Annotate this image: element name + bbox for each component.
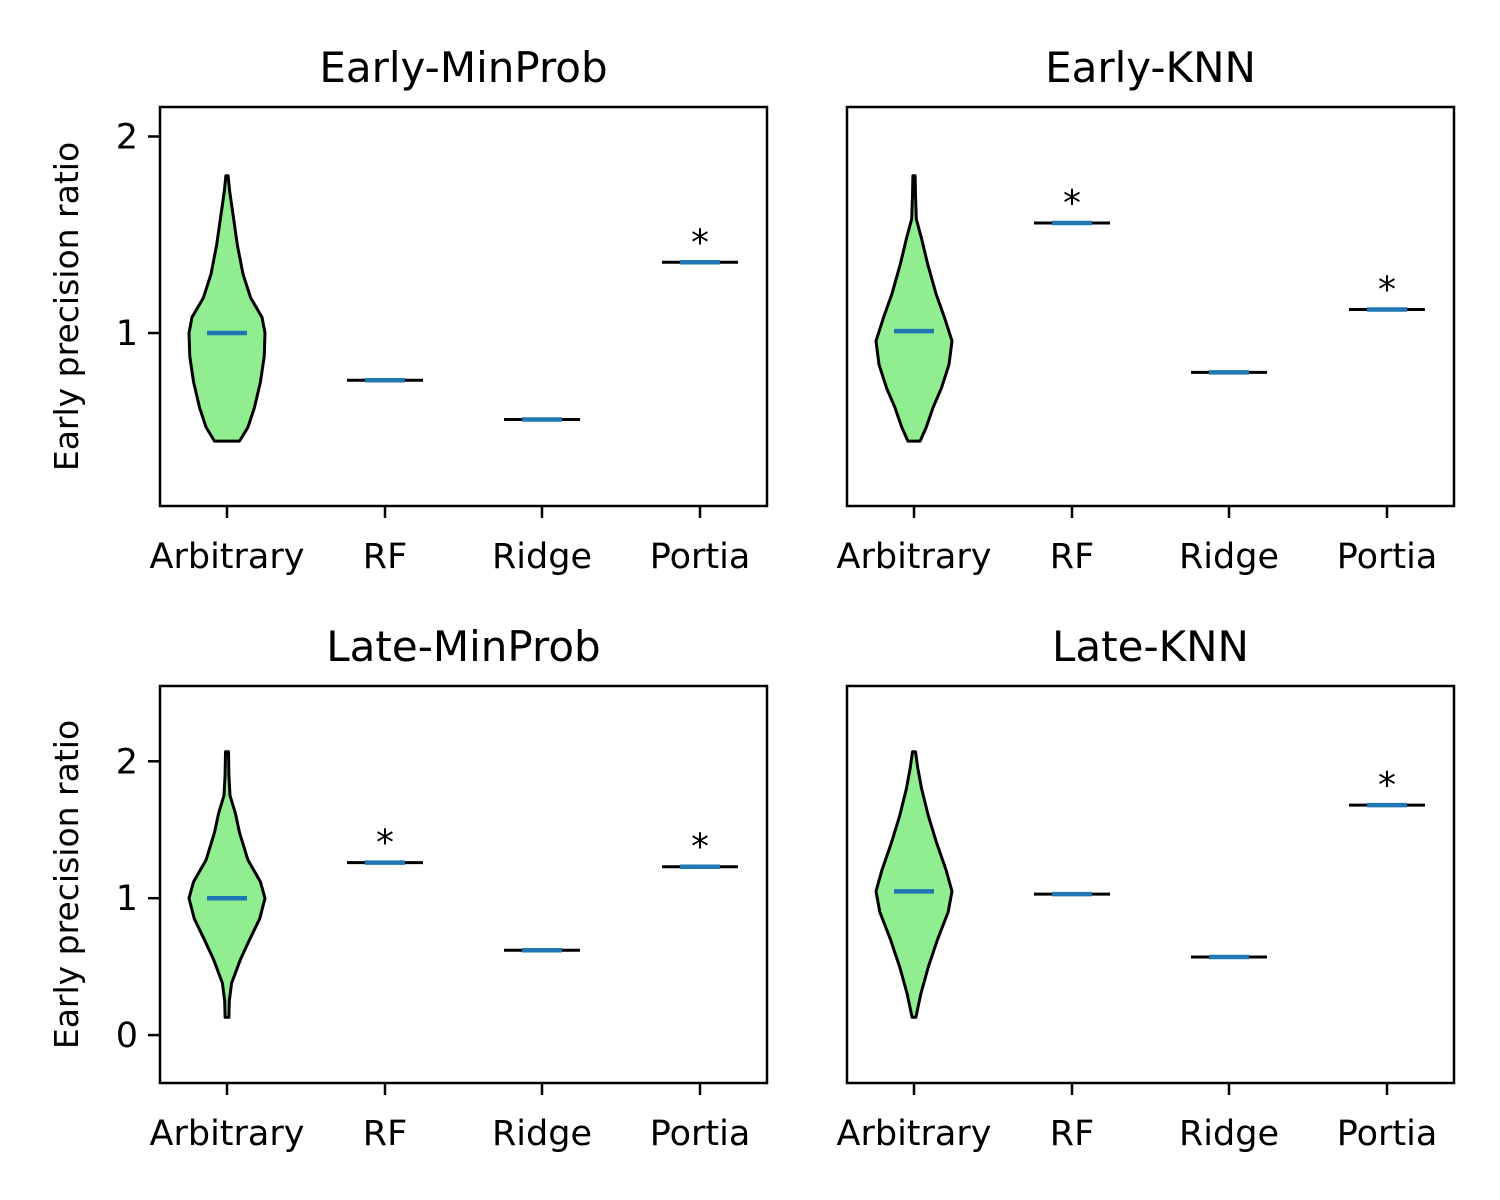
x-tick-label: Ridge	[1179, 537, 1279, 577]
x-tick-label: Arbitrary	[150, 1114, 305, 1154]
y-tick-label: 0	[116, 1016, 138, 1056]
violin-body	[874, 174, 954, 443]
violin-body	[874, 750, 954, 1019]
significance-star: *	[691, 222, 709, 263]
violin-body	[187, 750, 267, 1019]
x-tick-label: Arbitrary	[150, 537, 305, 577]
x-tick-label: RF	[1050, 537, 1094, 577]
subplot-3: Late-KNN * Arbitrary RF Ridge Portia	[837, 622, 1456, 1154]
x-tick-label: Ridge	[492, 537, 592, 577]
x-tick-label: Arbitrary	[837, 1114, 992, 1154]
significance-star: *	[1378, 765, 1396, 806]
x-tick-label: Portia	[650, 537, 751, 577]
subplot-title: Early-KNN	[1045, 43, 1256, 92]
x-tick-label: RF	[363, 537, 407, 577]
subplot-2: Late-MinProb * * Arbitrary RF Ridge Portia 0 1 2E…	[47, 622, 769, 1154]
axes-frame	[158, 105, 769, 508]
subplot-title: Late-MinProb	[326, 622, 600, 671]
violin-body	[187, 174, 267, 443]
x-tick-label: Portia	[650, 1114, 751, 1154]
x-tick-label: RF	[1050, 1114, 1094, 1154]
x-tick-label: Portia	[1337, 1114, 1438, 1154]
axes-frame	[845, 105, 1456, 508]
subplot-title: Early-MinProb	[319, 43, 607, 92]
y-axis-label: Early precision ratio	[47, 720, 86, 1049]
y-axis-label: Early precision ratio	[47, 142, 86, 471]
axes-frame	[158, 684, 769, 1085]
subplot-1: Early-KNN * * Arbitrary RF Ridge Portia	[837, 43, 1456, 577]
y-tick-label: 2	[116, 117, 138, 157]
y-tick-label: 2	[116, 742, 138, 782]
x-tick-label: Arbitrary	[837, 537, 992, 577]
subplot-title: Late-KNN	[1052, 622, 1249, 671]
significance-star: *	[376, 823, 394, 864]
y-tick-label: 1	[116, 314, 138, 354]
significance-star: *	[1063, 183, 1081, 224]
x-tick-label: Ridge	[1179, 1114, 1279, 1154]
x-tick-label: Portia	[1337, 537, 1438, 577]
y-tick-label: 1	[116, 879, 138, 919]
subplot-0: Early-MinProb * Arbitrary RF Ridge Portia 1 2 Ea…	[47, 43, 769, 577]
significance-star: *	[1378, 269, 1396, 310]
significance-star: *	[691, 827, 709, 868]
axes-frame	[845, 684, 1456, 1085]
x-tick-label: RF	[363, 1114, 407, 1154]
x-tick-label: Ridge	[492, 1114, 592, 1154]
